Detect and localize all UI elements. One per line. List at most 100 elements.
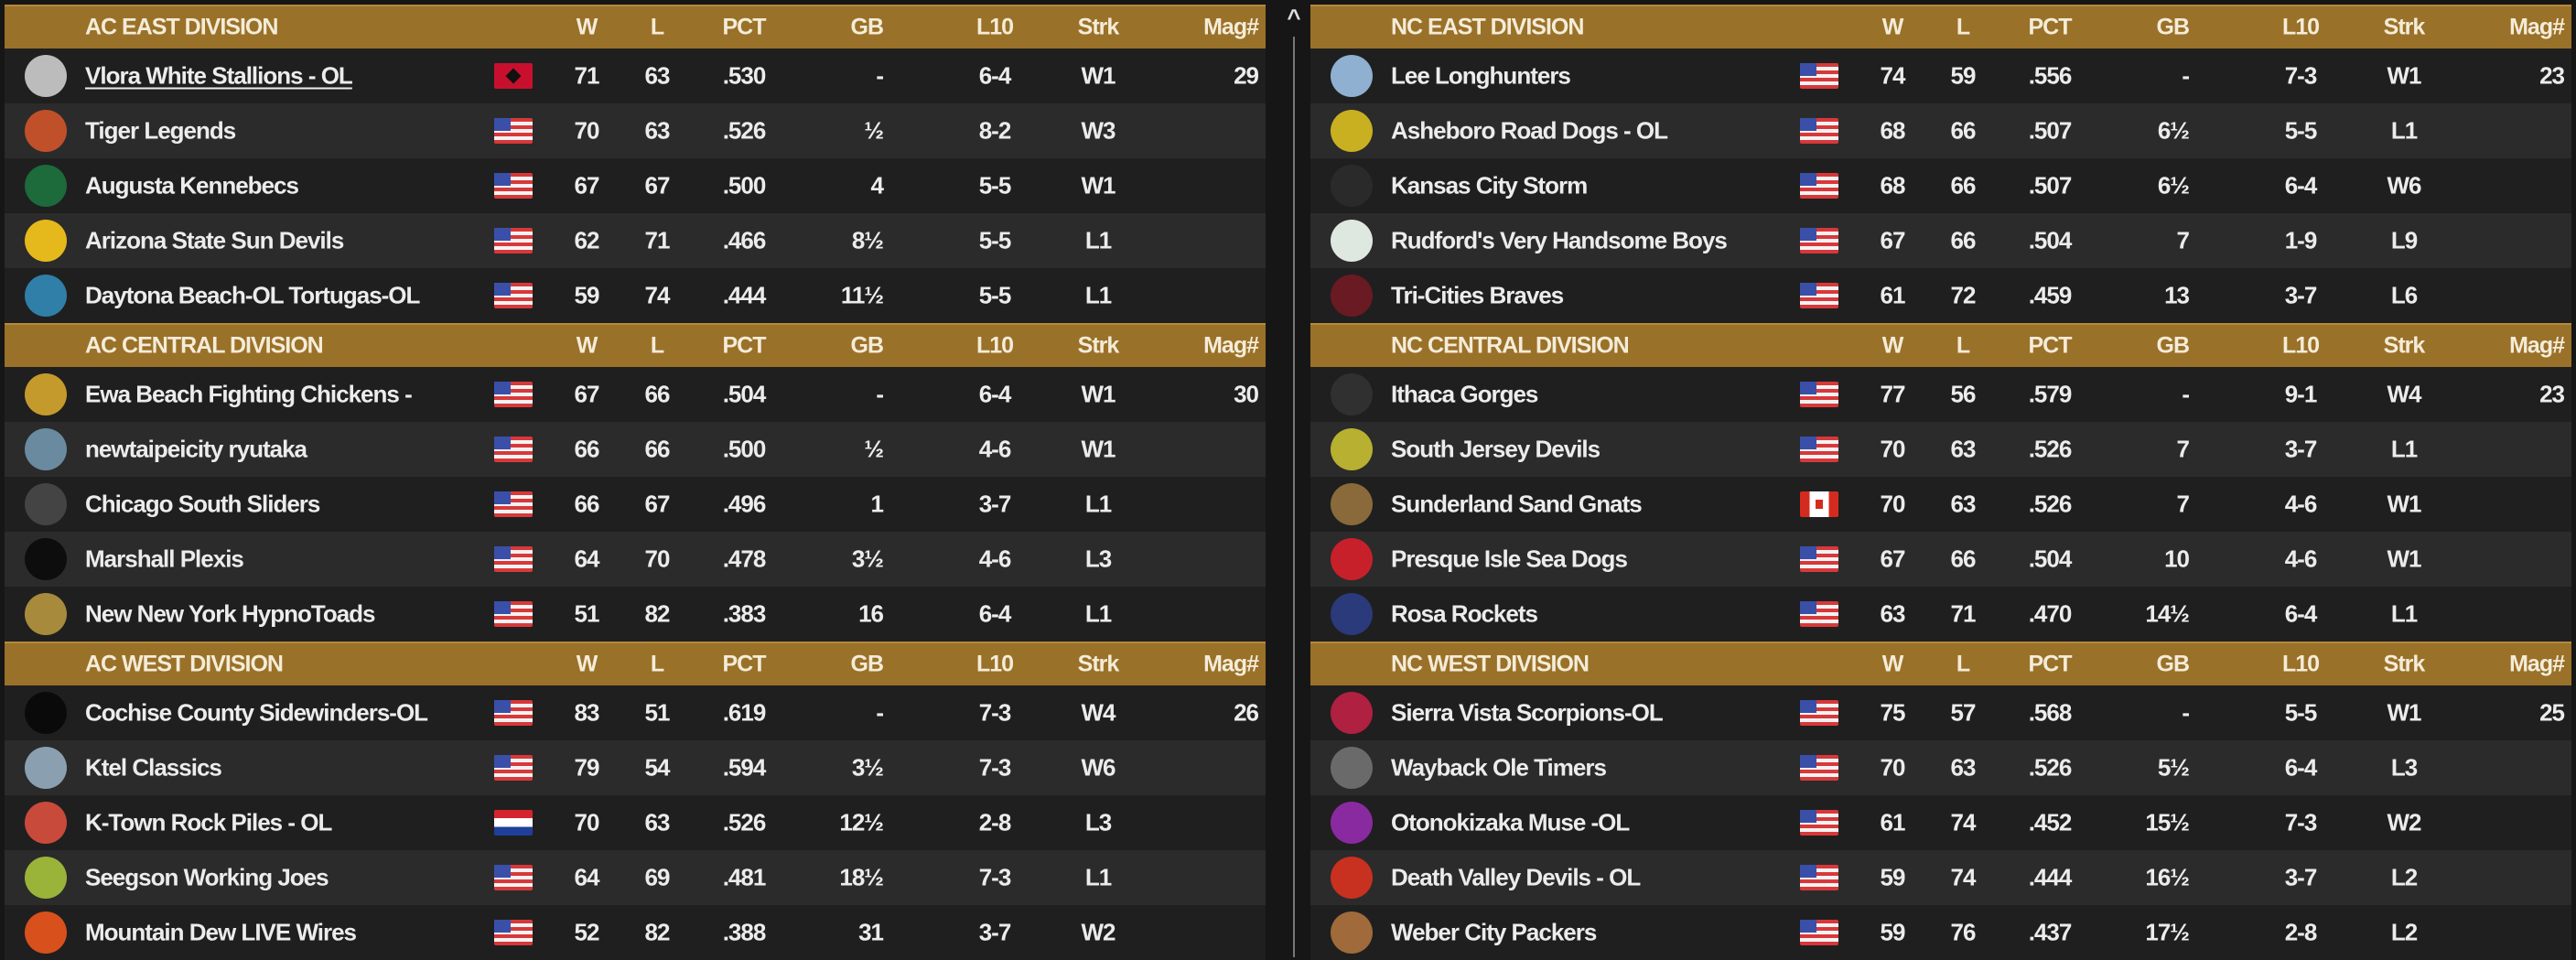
column-header-gb[interactable]: GB [850,14,885,40]
column-header-strk[interactable]: Strk [1077,14,1120,40]
team-name-link[interactable]: Rosa Rockets [1391,599,1538,628]
team-row[interactable]: Otonokizaka Muse -OL 61 74 .452 15½ 7-3 W2 [1310,795,2571,850]
team-row[interactable]: Ktel Classics 79 54 .594 3½ 7-3 W6 [5,740,1266,795]
team-name-link[interactable]: Presque Isle Sea Dogs [1391,545,1628,573]
column-header-mag[interactable]: Mag# [2509,332,2565,359]
column-header-l10[interactable]: L10 [2281,14,2320,40]
team-name-link[interactable]: Daytona Beach-OL Tortugas-OL [85,281,420,309]
column-header-gb[interactable]: GB [2156,651,2191,677]
team-row[interactable]: Seegson Working Joes 64 69 .481 18½ 7-3 L1 [5,850,1266,905]
team-row[interactable]: Daytona Beach-OL Tortugas-OL 59 74 .444 11½ 5… [5,268,1266,323]
team-name-link[interactable]: newtaipeicity ryutaka [85,435,307,463]
team-name-link[interactable]: Weber City Packers [1391,918,1597,946]
team-name-link[interactable]: Marshall Plexis [85,545,244,573]
team-name-link[interactable]: Lee Longhunters [1391,61,1571,90]
column-header-mag[interactable]: Mag# [1203,651,1259,677]
column-header-pct[interactable]: PCT [2028,332,2073,359]
team-name-link[interactable]: Mountain Dew LIVE Wires [85,918,357,946]
team-row[interactable]: Ewa Beach Fighting Chickens - 67 66 .504 - 6-… [5,367,1266,422]
column-header-l10[interactable]: L10 [975,14,1014,40]
team-row[interactable]: Tri-Cities Braves 61 72 .459 13 3-7 L6 [1310,268,2571,323]
column-header-w[interactable]: W [1881,332,1904,359]
column-header-w[interactable]: W [1881,14,1904,40]
column-header-strk[interactable]: Strk [2383,651,2426,677]
column-header-l[interactable]: L [650,14,664,40]
team-name-link[interactable]: Kansas City Storm [1391,171,1588,200]
column-header-w[interactable]: W [1881,651,1904,677]
team-row[interactable]: Vlora White Stallions - OL 71 63 .530 - 6-4 W1… [5,49,1266,103]
team-row[interactable]: Arizona State Sun Devils 62 71 .466 8½ 5-5 L1 [5,213,1266,268]
team-name-link[interactable]: Rudford's Very Handsome Boys [1391,226,1728,254]
column-header-strk[interactable]: Strk [2383,14,2426,40]
team-row[interactable]: Sunderland Sand Gnats 70 63 .526 7 4-6 W1 [1310,477,2571,532]
team-row[interactable]: Rosa Rockets 63 71 .470 14½ 6-4 L1 [1310,587,2571,642]
team-row[interactable]: Mountain Dew LIVE Wires 52 82 .388 31 3-7 W2 [5,905,1266,960]
column-header-pct[interactable]: PCT [722,332,767,359]
team-name-link[interactable]: South Jersey Devils [1391,435,1601,463]
team-name-link[interactable]: Sunderland Sand Gnats [1391,490,1643,518]
column-header-gb[interactable]: GB [850,332,885,359]
team-name-link[interactable]: New New York HypnoToads [85,599,376,628]
team-name-link[interactable]: Tiger Legends [85,116,236,145]
column-header-pct[interactable]: PCT [722,651,767,677]
column-header-strk[interactable]: Strk [1077,651,1120,677]
scroll-up-icon[interactable]: ^ [1287,4,1301,31]
team-row[interactable]: Kansas City Storm 68 66 .507 6½ 6-4 W6 [1310,158,2571,213]
team-name-link[interactable]: Asheboro Road Dogs - OL [1391,116,1668,145]
team-row[interactable]: Asheboro Road Dogs - OL 68 66 .507 6½ 5-5 L1 [1310,103,2571,158]
team-name-link[interactable]: Augusta Kennebecs [85,171,299,200]
team-name-link[interactable]: Tri-Cities Braves [1391,281,1564,309]
team-name-link[interactable]: Ewa Beach Fighting Chickens - [85,380,413,408]
column-header-gb[interactable]: GB [850,651,885,677]
scrollbar-track[interactable] [1293,37,1295,957]
column-header-pct[interactable]: PCT [722,14,767,40]
column-header-pct[interactable]: PCT [2028,651,2073,677]
team-name-link[interactable]: Ithaca Gorges [1391,380,1538,408]
team-row[interactable]: Death Valley Devils - OL 59 74 .444 16½ 3-7 L2 [1310,850,2571,905]
column-header-l10[interactable]: L10 [2281,651,2320,677]
column-header-pct[interactable]: PCT [2028,14,2073,40]
scrollbar[interactable]: ^ [1285,0,1303,957]
column-header-l[interactable]: L [650,332,664,359]
team-row[interactable]: Cochise County Sidewinders-OL 83 51 .619 - 7-… [5,685,1266,740]
team-row[interactable]: Chicago South Sliders 66 67 .496 1 3-7 L1 [5,477,1266,532]
column-header-l[interactable]: L [650,651,664,677]
column-header-mag[interactable]: Mag# [2509,651,2565,677]
team-row[interactable]: Ithaca Gorges 77 56 .579 - 9-1 W4 23 [1310,367,2571,422]
team-row[interactable]: Presque Isle Sea Dogs 67 66 .504 10 4-6 W1 [1310,532,2571,587]
column-header-l10[interactable]: L10 [975,651,1014,677]
column-header-strk[interactable]: Strk [1077,332,1120,359]
column-header-w[interactable]: W [576,14,598,40]
team-row[interactable]: Tiger Legends 70 63 .526 ½ 8-2 W3 [5,103,1266,158]
column-header-l10[interactable]: L10 [975,332,1014,359]
team-name-link[interactable]: K-Town Rock Piles - OL [85,808,332,836]
column-header-gb[interactable]: GB [2156,14,2191,40]
column-header-mag[interactable]: Mag# [1203,14,1259,40]
column-header-l[interactable]: L [1956,14,1970,40]
team-name-link[interactable]: Cochise County Sidewinders-OL [85,698,428,727]
team-row[interactable]: Rudford's Very Handsome Boys 67 66 .504 7 1-9… [1310,213,2571,268]
team-row[interactable]: Augusta Kennebecs 67 67 .500 4 5-5 W1 [5,158,1266,213]
team-name-link[interactable]: Otonokizaka Muse -OL [1391,808,1630,836]
column-header-strk[interactable]: Strk [2383,332,2426,359]
team-name-link[interactable]: Ktel Classics [85,753,222,782]
team-name-link[interactable]: Arizona State Sun Devils [85,226,344,254]
team-row[interactable]: Wayback Ole Timers 70 63 .526 5½ 6-4 L3 [1310,740,2571,795]
team-row[interactable]: newtaipeicity ryutaka 66 66 .500 ½ 4-6 W1 [5,422,1266,477]
column-header-gb[interactable]: GB [2156,332,2191,359]
team-row[interactable]: New New York HypnoToads 51 82 .383 16 6-4 L1 [5,587,1266,642]
team-name-link[interactable]: Wayback Ole Timers [1391,753,1607,782]
team-name-link[interactable]: Chicago South Sliders [85,490,320,518]
team-row[interactable]: Sierra Vista Scorpions-OL 75 57 .568 - 5-5 W1 2… [1310,685,2571,740]
column-header-l10[interactable]: L10 [2281,332,2320,359]
column-header-l[interactable]: L [1956,332,1970,359]
team-name-link[interactable]: Death Valley Devils - OL [1391,863,1641,891]
team-row[interactable]: South Jersey Devils 70 63 .526 7 3-7 L1 [1310,422,2571,477]
column-header-mag[interactable]: Mag# [2509,14,2565,40]
team-row[interactable]: Lee Longhunters 74 59 .556 - 7-3 W1 23 [1310,49,2571,103]
team-row[interactable]: Marshall Plexis 64 70 .478 3½ 4-6 L3 [5,532,1266,587]
column-header-w[interactable]: W [576,332,598,359]
column-header-w[interactable]: W [576,651,598,677]
team-name-link[interactable]: Seegson Working Joes [85,863,329,891]
team-row[interactable]: Weber City Packers 59 76 .437 17½ 2-8 L2 [1310,905,2571,960]
